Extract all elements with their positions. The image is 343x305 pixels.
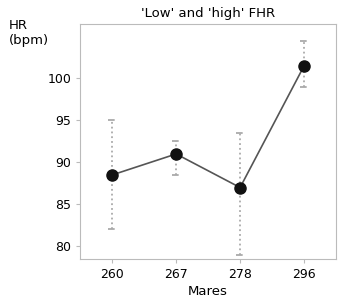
Y-axis label: HR
(bpm): HR (bpm): [9, 19, 49, 47]
Title: 'Low' and 'high' FHR: 'Low' and 'high' FHR: [141, 7, 275, 20]
X-axis label: Mares: Mares: [188, 285, 228, 298]
